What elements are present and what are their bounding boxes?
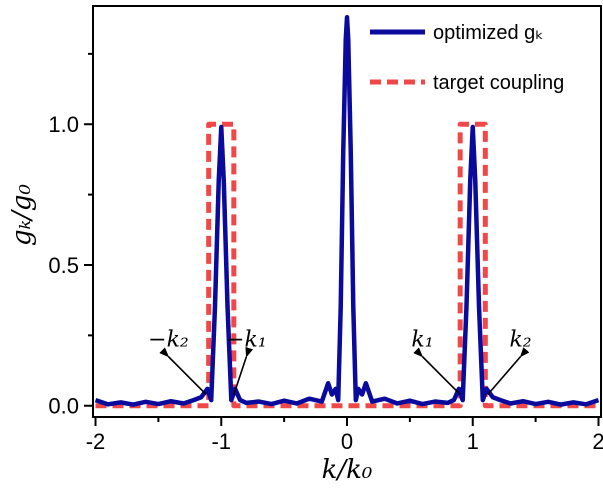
x-tick-label: 0 <box>341 429 353 454</box>
y-tick-label: 1.0 <box>48 112 79 137</box>
axes-layer: -2 -1 0 1 2 0.0 0.5 1.0 <box>48 5 603 454</box>
series-line-optimized <box>94 15 600 407</box>
series-line-target <box>95 121 599 409</box>
annotation-label: −k₂ <box>148 328 189 353</box>
y-axis-label: gₖ/g₀ <box>7 183 37 246</box>
annotation-arrow <box>159 347 207 396</box>
y-tick-label: 0.0 <box>48 394 79 419</box>
annotation-layer: −k₂ −k₁ k₁ k₂ <box>148 328 532 396</box>
legend: optimized gₖ target coupling <box>370 22 564 94</box>
x-tick-label: 2 <box>592 429 603 454</box>
annotation-arrow <box>487 347 530 396</box>
series-layer <box>94 15 600 409</box>
x-axis-label: k/k₀ <box>322 455 373 485</box>
y-tick-label: 0.5 <box>48 253 79 278</box>
x-tick-label: -1 <box>211 429 231 454</box>
x-tick-label: -2 <box>86 429 106 454</box>
x-tick-label: 1 <box>467 429 479 454</box>
annotation-label: −k₁ <box>226 328 267 353</box>
legend-label-target: target coupling <box>433 72 564 94</box>
annotation-arrow <box>233 346 254 395</box>
annotation-label: k₁ <box>411 328 433 353</box>
legend-label-optimized: optimized gₖ <box>433 22 544 44</box>
annotation-label: k₂ <box>509 328 531 353</box>
annotation-arrow <box>413 347 461 396</box>
